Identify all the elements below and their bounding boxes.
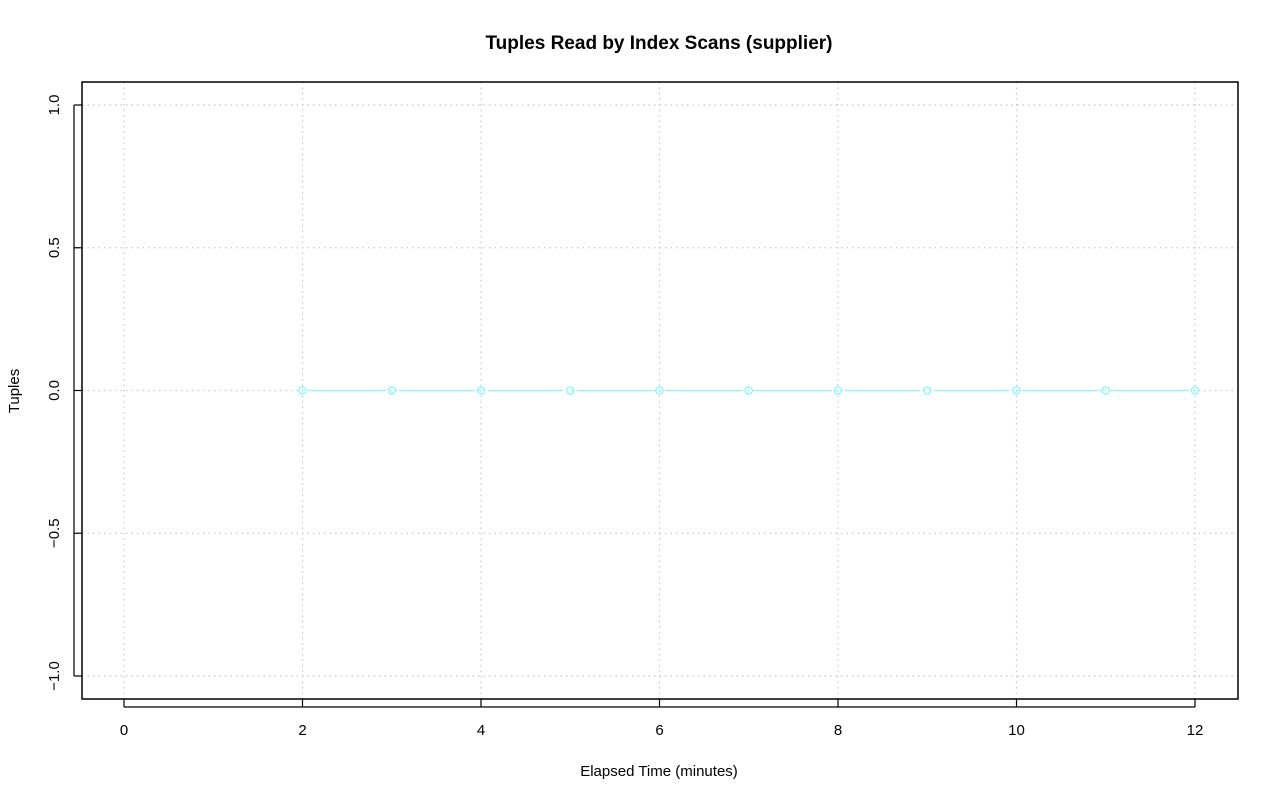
data-point xyxy=(1101,386,1111,395)
x-tick-label: 12 xyxy=(1187,722,1204,739)
y-axis-label: Tuples xyxy=(6,369,23,413)
series-layer xyxy=(298,386,1200,395)
x-axis-label: Elapsed Time (minutes) xyxy=(580,763,738,780)
data-point xyxy=(655,386,664,395)
y-tick-label: 1.0 xyxy=(46,95,63,116)
data-point xyxy=(476,386,486,395)
data-point xyxy=(1012,386,1021,395)
data-point xyxy=(744,386,754,395)
data-point xyxy=(922,386,932,395)
x-tick-label: 4 xyxy=(477,722,485,739)
data-point xyxy=(1190,386,1200,395)
y-tick-label: −0.5 xyxy=(46,518,63,548)
x-tick-label: 6 xyxy=(655,722,663,739)
data-point xyxy=(387,386,397,395)
data-point xyxy=(298,386,307,395)
x-tick-label: 2 xyxy=(298,722,306,739)
y-tick-label: 0.0 xyxy=(46,380,63,401)
x-tick-label: 10 xyxy=(1008,722,1025,739)
data-point xyxy=(833,386,843,395)
y-tick-label: −1.0 xyxy=(46,661,63,691)
data-point xyxy=(565,386,575,395)
x-tick-label: 0 xyxy=(120,722,128,739)
chart-title: Tuples Read by Index Scans (supplier) xyxy=(485,33,832,54)
x-axis: 0 2 4 6 8 10 12 xyxy=(120,699,1204,739)
x-tick-label: 8 xyxy=(834,722,842,739)
y-tick-label: 0.5 xyxy=(46,237,63,258)
y-axis: −1.0 −0.5 0.0 0.5 1.0 xyxy=(46,95,82,691)
